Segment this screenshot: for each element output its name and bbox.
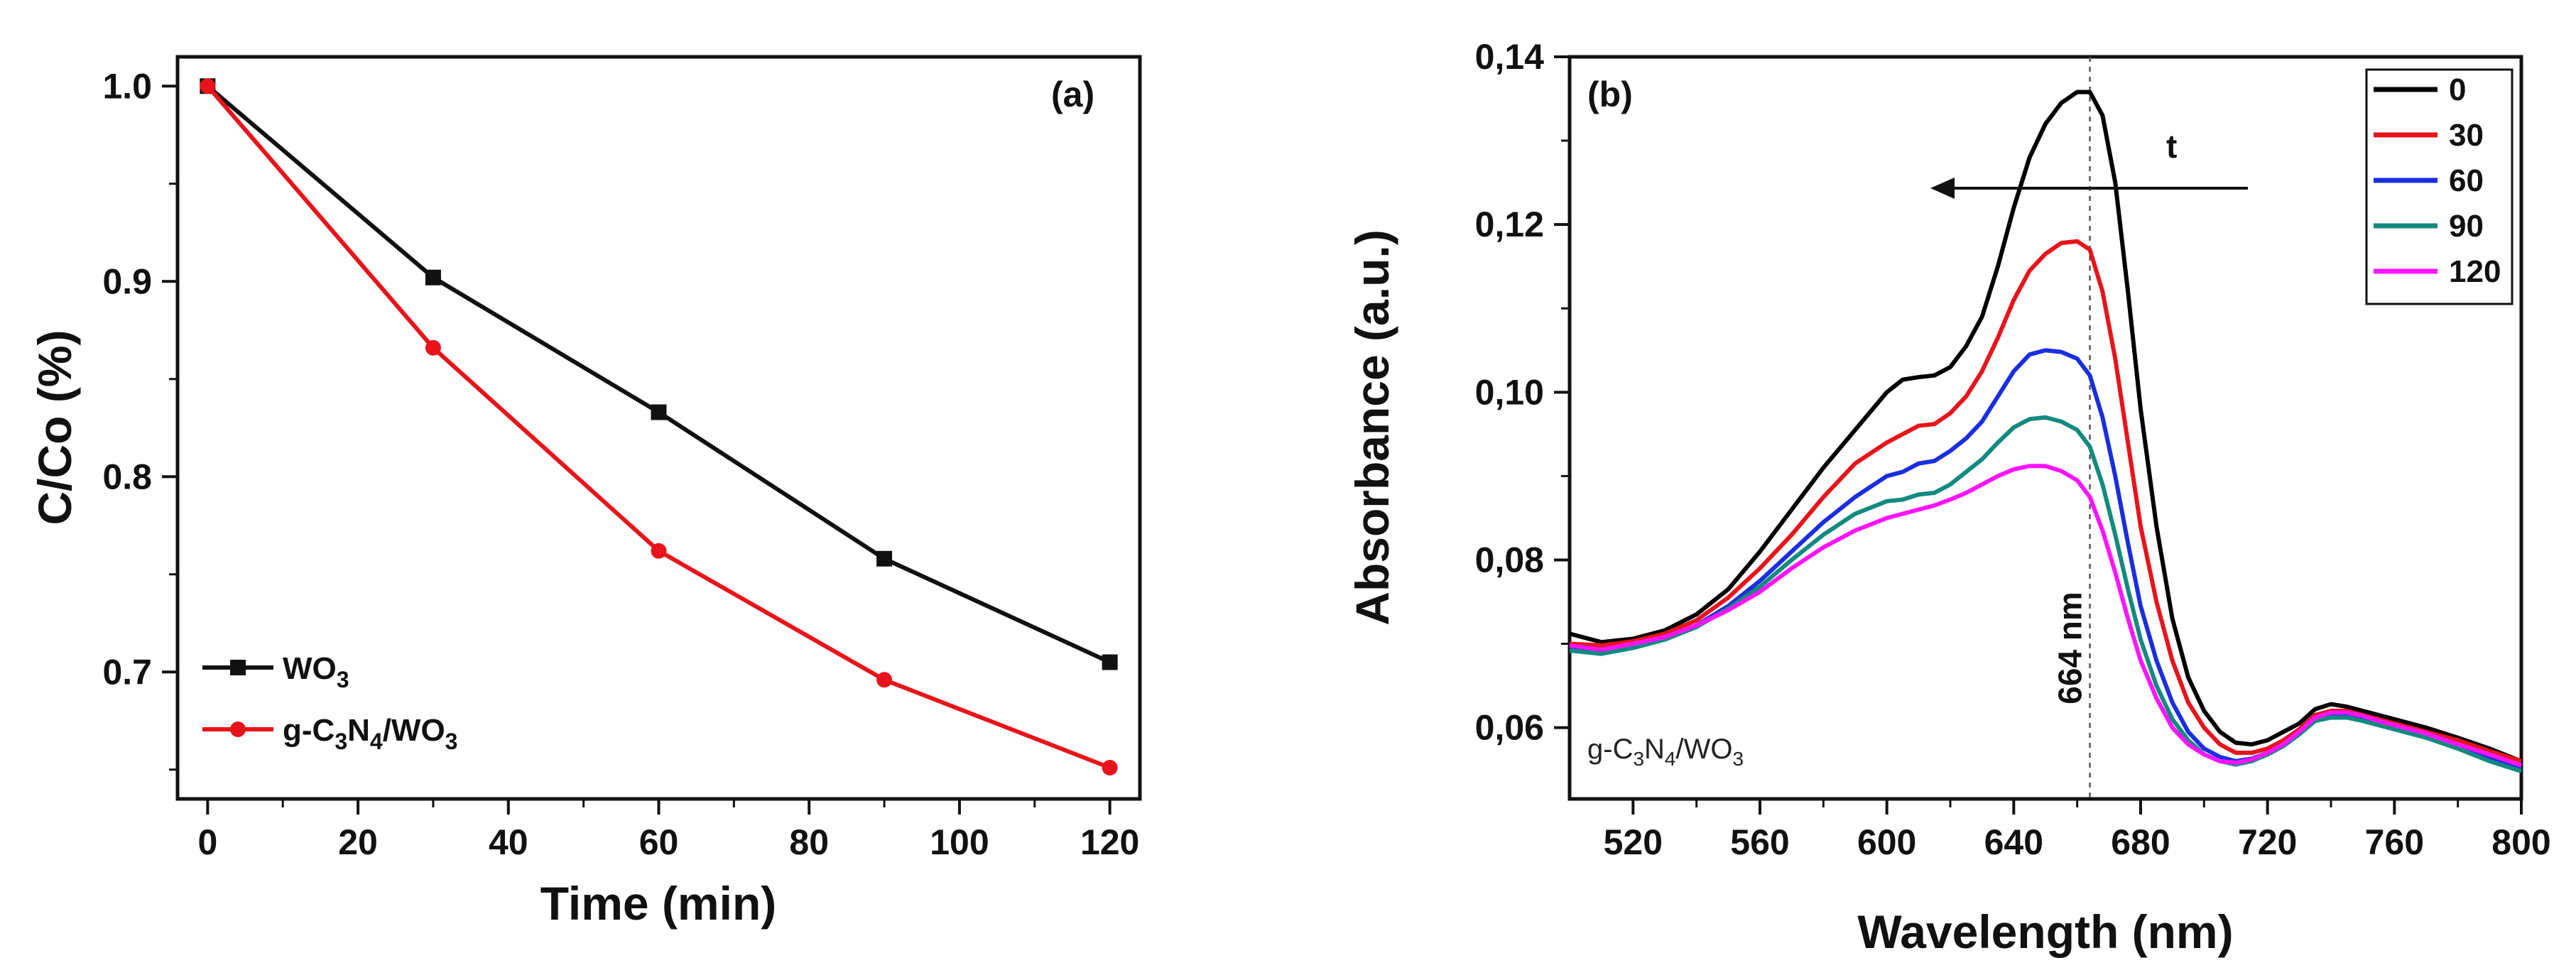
x-tick-label: 100 — [930, 822, 989, 862]
y-tick-label: 1.0 — [102, 66, 152, 106]
panel-a-plot-frame — [175, 55, 1142, 801]
panel-b-series — [1569, 89, 2523, 773]
panel-a-label: (a) — [1051, 75, 1094, 114]
legend-label-30: 30 — [2449, 118, 2484, 153]
x-tick-label: 40 — [489, 822, 528, 862]
panel-b-x-axis-title: Wavelength (nm) — [1857, 905, 2233, 958]
data-point — [1102, 654, 1118, 670]
x-tick-label: 560 — [1730, 822, 1789, 862]
peak-wavelength-label: 664 nm — [2052, 592, 2089, 704]
panel-a-series — [200, 78, 1118, 775]
x-tick-label: 80 — [789, 822, 829, 862]
data-point — [425, 269, 441, 285]
legend-label-0: 0 — [2449, 72, 2466, 107]
spectrum-line-90 — [1569, 415, 2522, 773]
time-arrow-head — [1930, 178, 1955, 199]
series-line-0 — [206, 84, 1111, 665]
x-tick-label: 60 — [639, 822, 679, 862]
data-point — [876, 550, 893, 567]
panel-b-legend-box — [2365, 68, 2513, 305]
x-tick-label: 640 — [1984, 822, 2043, 862]
spectrum-line-60 — [1569, 348, 2522, 771]
y-tick-label: 0,14 — [1475, 37, 1545, 77]
panel-b-ticks: 520 560 600 640 680 720 760 8000,060,080,100,12… — [1475, 37, 2551, 862]
legend-label-60: 60 — [2449, 163, 2484, 198]
x-tick-label: 720 — [2238, 822, 2297, 862]
panel-a-x-axis-title: Time (min) — [540, 877, 776, 930]
spectrum-line-0 — [1569, 89, 2523, 763]
x-tick-label: 120 — [1080, 822, 1139, 862]
y-tick-label: 0,06 — [1475, 708, 1544, 748]
spectrum-line-30 — [1569, 239, 2522, 763]
y-tick-label: 0.9 — [102, 261, 152, 301]
panel-a-legend: WO3 g-C3N4/WO3 — [202, 651, 457, 754]
x-tick-label: 20 — [338, 822, 378, 862]
y-tick-label: 0.7 — [102, 652, 152, 692]
data-point — [200, 78, 216, 94]
panel-b-chart: 520 560 600 640 680 720 760 8000,060,080,100,12… — [1346, 37, 2551, 958]
legend-gc3n4-wo3-text: g-C3N4/WO3 — [283, 713, 457, 754]
panel-a-y-axis-title: C/Co (%) — [28, 330, 81, 526]
panel-b-plot-frame — [1567, 55, 2523, 801]
x-tick-label: 520 — [1604, 822, 1663, 862]
sample-label: g-C3N4/WO3 — [1587, 734, 1744, 770]
data-point — [876, 672, 893, 688]
x-tick-label: 760 — [2365, 822, 2424, 862]
svg-text:WO3: WO3 — [283, 651, 349, 692]
data-point — [651, 543, 667, 559]
panel-b-y-axis-title: Absorbance (a.u.) — [1346, 229, 1398, 625]
panel-b-label: (b) — [1587, 75, 1633, 114]
x-tick-label: 800 — [2491, 822, 2550, 862]
spectrum-line-120 — [1569, 464, 2522, 768]
data-point — [425, 339, 441, 356]
y-tick-label: 0,08 — [1475, 540, 1544, 579]
panel-b-legend: 0 30 60 90 120 — [2365, 68, 2513, 305]
data-point — [651, 404, 667, 420]
legend-wo3-main: WO — [283, 651, 337, 686]
legend-label-120: 120 — [2449, 254, 2501, 289]
series-line-1 — [206, 85, 1111, 770]
x-tick-label: 680 — [2111, 822, 2170, 862]
legend-item-wo3: WO3 — [202, 651, 349, 692]
panel-a-chart: 0 20 40 60 80 100 120 0.7 0.8 0.9 1.0 (a) Time (mi… — [28, 55, 1142, 930]
time-arrow-label: t — [2166, 128, 2177, 165]
legend-label-90: 90 — [2449, 209, 2484, 244]
time-arrow: t — [1930, 128, 2248, 199]
y-tick-label: 0,10 — [1475, 372, 1544, 412]
y-tick-label: 0.8 — [102, 457, 152, 496]
legend-item-gc3n4-wo3: g-C3N4/WO3 — [202, 713, 457, 754]
x-tick-label: 0 — [197, 822, 217, 862]
panel-a-ticks: 0 20 40 60 80 100 120 0.7 0.8 0.9 1.0 — [102, 66, 1139, 862]
x-tick-label: 600 — [1857, 822, 1916, 862]
legend-wo3-sub: 3 — [337, 667, 349, 692]
data-point — [1102, 760, 1118, 775]
y-tick-label: 0,12 — [1475, 205, 1544, 244]
